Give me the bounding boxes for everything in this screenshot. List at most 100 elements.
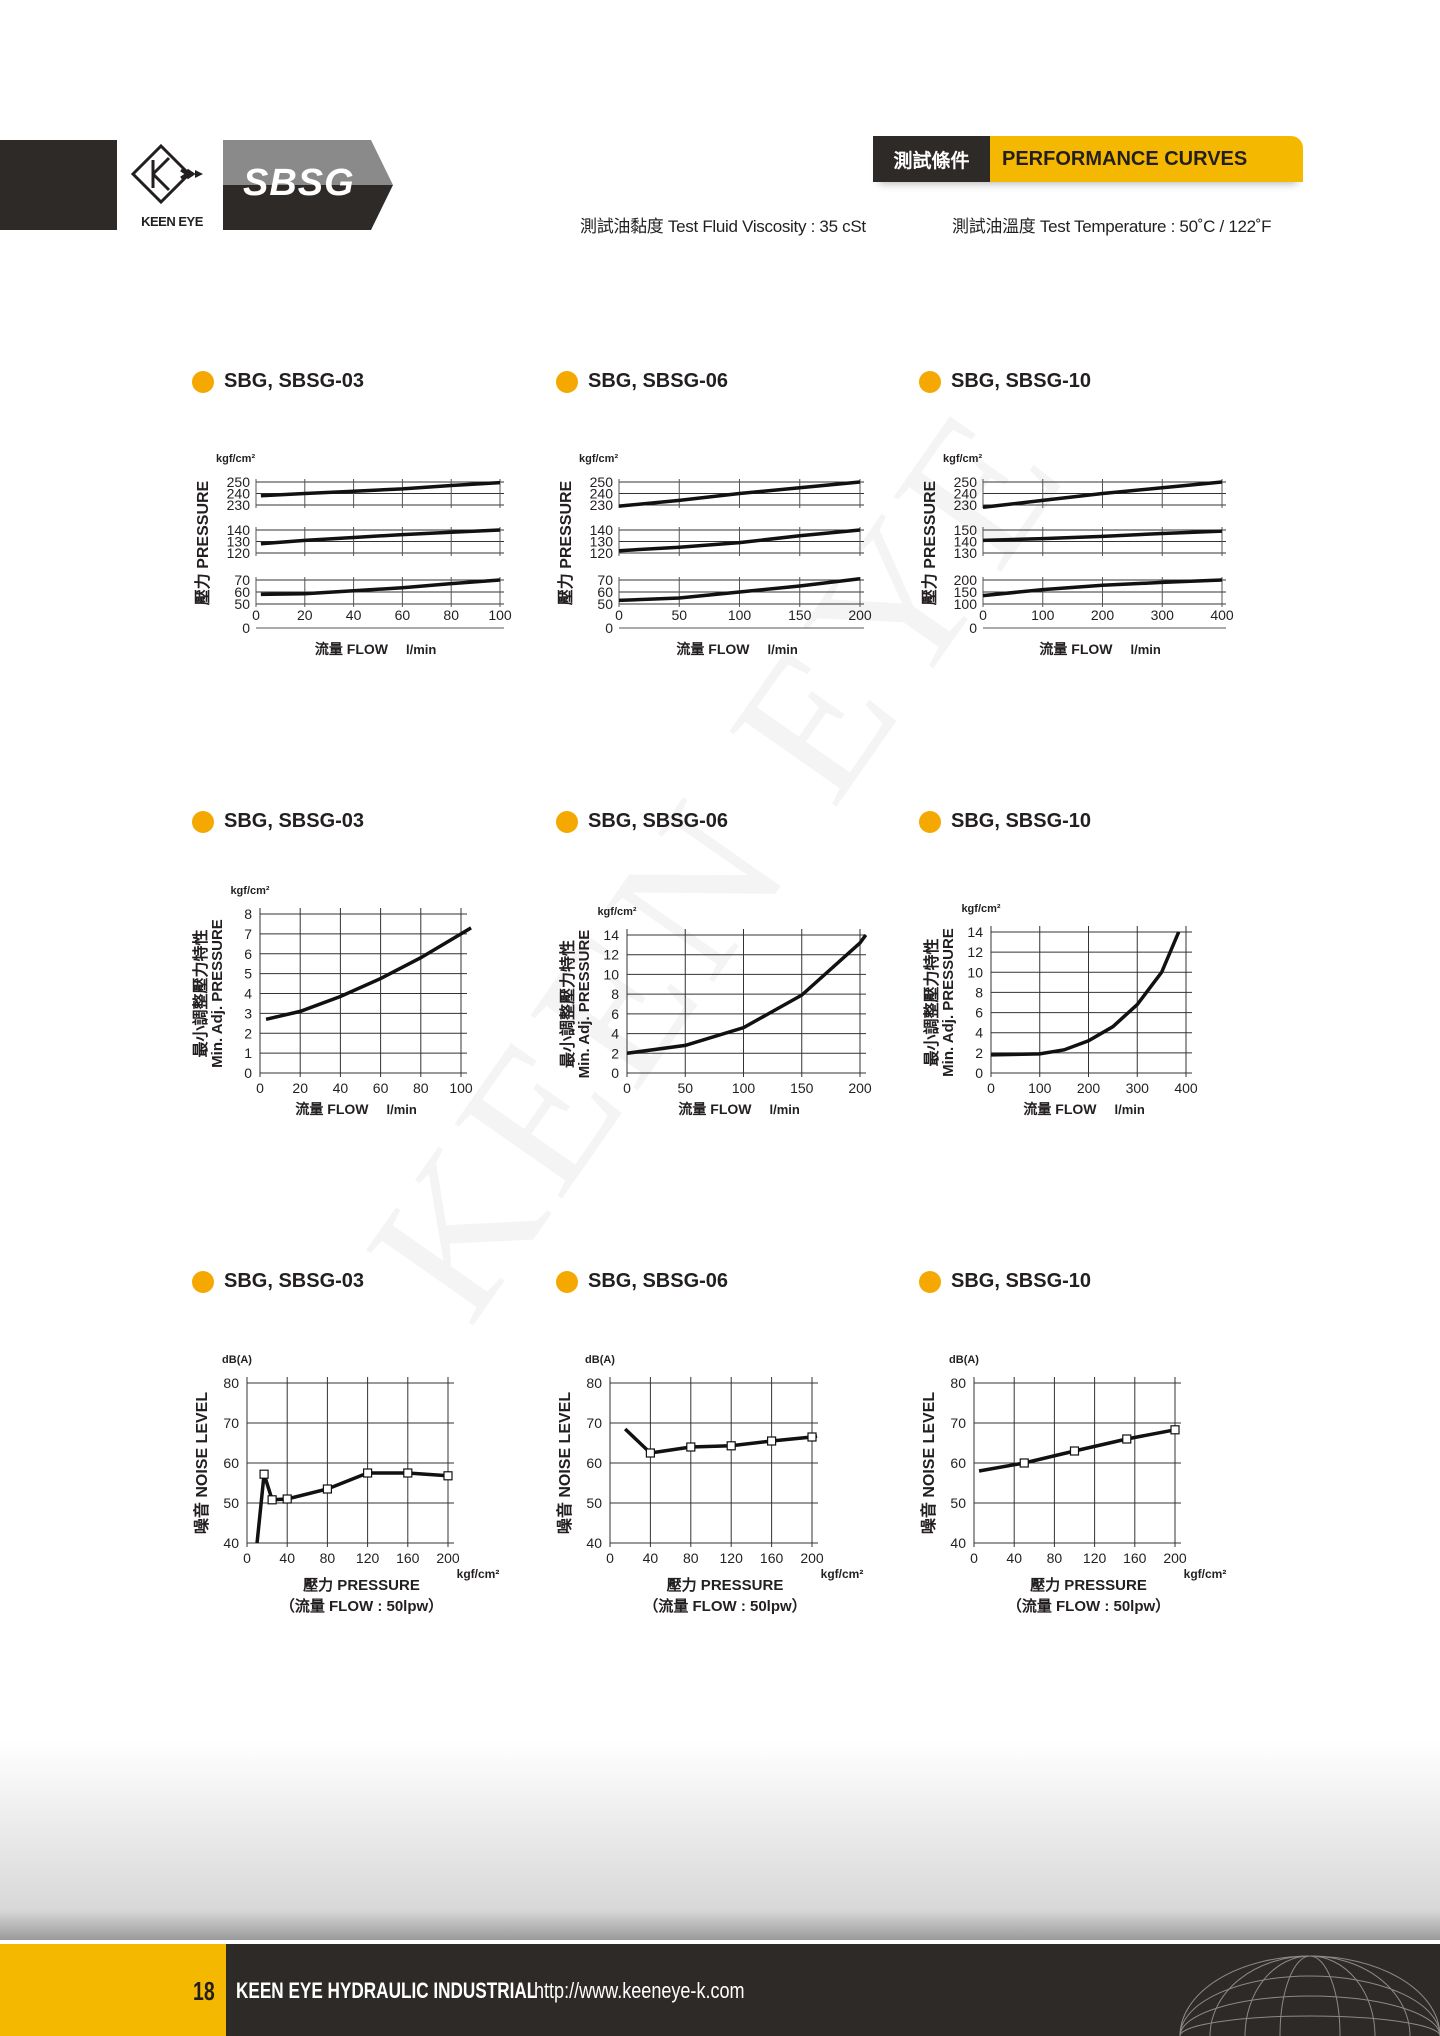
model-name: SBSG <box>243 162 355 204</box>
y-tick-label: 0 <box>611 1065 619 1081</box>
x-tick-label: 0 <box>252 607 260 623</box>
website-link[interactable]: http://www.keeneye-k.com <box>534 1978 745 2003</box>
x-tick-label: 40 <box>643 1550 659 1566</box>
x-tick-label: 0 <box>970 1550 978 1566</box>
y-axis-label: 最小調整壓力特性 <box>558 940 577 1068</box>
chart-title-text: SBG, SBSG-03 <box>224 370 365 392</box>
y-tick-label: 70 <box>586 1415 602 1431</box>
unit-label: dB(A) <box>949 1354 979 1366</box>
unit-label: kgf/cm² <box>230 885 269 897</box>
y-tick-label: 8 <box>975 984 983 1000</box>
chart-title: SBG, SBSG-10 <box>919 810 1091 833</box>
x-axis-unit: l/min <box>1131 642 1161 657</box>
y-tick-label: 40 <box>586 1535 602 1551</box>
chart-title: SBG, SBSG-03 <box>192 1270 364 1293</box>
y-tick-label: 60 <box>586 1455 602 1471</box>
series-line <box>260 480 501 498</box>
chart-title: SBG, SBSG-03 <box>192 370 364 393</box>
x-tick-label: 50 <box>677 1080 693 1096</box>
x-tick-label: 160 <box>1123 1550 1147 1566</box>
x-tick-label: 100 <box>1031 607 1055 623</box>
x-tick-label: 0 <box>623 1080 631 1096</box>
y-tick-label: 250 <box>954 474 978 490</box>
chart-title: SBG, SBSG-06 <box>556 1270 728 1293</box>
viscosity-condition: 測試油黏度 Test Fluid Viscosity : 35 cSt <box>580 217 866 236</box>
x-axis-unit: l/min <box>387 1102 417 1117</box>
x-tick-label: 100 <box>732 1080 756 1096</box>
y-tick-label: 140 <box>954 534 978 550</box>
x-tick-label: 200 <box>1077 1080 1101 1096</box>
y-axis-label-en: Min. Adj. PRESSURE <box>940 928 957 1077</box>
x-axis-label: 流量 FLOW <box>295 1101 369 1117</box>
x-tick-label: 20 <box>292 1080 308 1096</box>
y-tick-label: 10 <box>967 964 983 980</box>
bullet-icon <box>192 370 214 393</box>
x-tick-label: 40 <box>279 1550 295 1566</box>
y-tick-label: 12 <box>967 944 983 960</box>
y-tick-label: 5 <box>244 966 252 982</box>
data-marker <box>726 1441 736 1451</box>
y-tick-label: 50 <box>223 1495 239 1511</box>
x-tick-label: 0 <box>256 1080 264 1096</box>
x-tick-label: 160 <box>760 1550 784 1566</box>
x-tick-label: 80 <box>320 1550 336 1566</box>
x-tick-label: 0 <box>979 607 987 623</box>
y-tick-label: 60 <box>597 584 613 600</box>
data-marker <box>686 1442 696 1452</box>
y-tick-label: 4 <box>244 986 252 1002</box>
chart-title-text: SBG, SBSG-03 <box>224 1270 365 1292</box>
y-tick-label: 12 <box>603 947 619 963</box>
data-marker <box>1122 1434 1132 1444</box>
x-axis-unit: l/min <box>406 642 436 657</box>
bullet-icon <box>556 810 578 833</box>
y-tick-label: 2 <box>975 1045 983 1061</box>
y-tick-label: 0 <box>242 620 250 636</box>
y-tick-label: 130 <box>954 545 978 561</box>
x-tick-label: 300 <box>1126 1080 1150 1096</box>
y-tick-label: 200 <box>954 572 978 588</box>
x-tick-label: 100 <box>449 1080 473 1096</box>
x-tick-label: 100 <box>728 607 752 623</box>
x-axis-label: 流量 FLOW <box>315 641 389 657</box>
x-tick-label: 60 <box>395 607 411 623</box>
x-tick-label: 100 <box>488 607 512 623</box>
bullet-icon <box>919 370 941 393</box>
y-tick-label: 40 <box>223 1535 239 1551</box>
x-tick-label: 200 <box>848 607 872 623</box>
chart-title: SBG, SBSG-06 <box>556 810 728 833</box>
data-marker <box>1170 1425 1180 1435</box>
y-tick-label: 240 <box>227 486 251 502</box>
chart-title-text: SBG, SBSG-03 <box>224 810 365 832</box>
x-axis-note: （流量 FLOW : 50lpw） <box>280 1597 443 1615</box>
x-axis-unit: kgf/cm² <box>1184 1567 1227 1581</box>
y-tick-label: 60 <box>950 1455 966 1471</box>
x-axis-label: 壓力 PRESSURE <box>1030 1576 1147 1594</box>
globe-icon <box>1179 1955 1440 2036</box>
x-tick-label: 80 <box>413 1080 429 1096</box>
y-axis-label: 壓力 PRESSURE <box>193 480 212 605</box>
x-tick-label: 0 <box>606 1550 614 1566</box>
y-tick-label: 60 <box>234 584 250 600</box>
series-line <box>618 480 861 508</box>
x-tick-label: 80 <box>1047 1550 1063 1566</box>
y-tick-label: 4 <box>975 1025 983 1041</box>
chart-title: SBG, SBSG-10 <box>919 370 1091 393</box>
series-line <box>265 926 472 1022</box>
y-tick-label: 140 <box>590 522 614 538</box>
x-axis-label: 流量 FLOW <box>678 1101 752 1117</box>
temperature-condition: 測試油溫度 Test Temperature : 50˚C / 122˚F <box>952 217 1272 236</box>
y-tick-label: 60 <box>223 1455 239 1471</box>
data-marker <box>1019 1458 1029 1468</box>
chart-title-text: SBG, SBSG-06 <box>588 370 729 392</box>
x-tick-label: 120 <box>720 1550 744 1566</box>
series-line <box>618 528 861 553</box>
y-axis-label: 最小調整壓力特性 <box>922 938 941 1066</box>
series-line <box>982 578 1223 598</box>
y-axis-label-en: Min. Adj. PRESSURE <box>576 930 593 1079</box>
data-marker <box>1069 1446 1080 1456</box>
unit-label: kgf/cm² <box>943 453 982 465</box>
y-tick-label: 70 <box>597 572 613 588</box>
y-tick-label: 140 <box>227 522 251 538</box>
series-line <box>626 933 868 1056</box>
x-tick-label: 0 <box>243 1550 251 1566</box>
